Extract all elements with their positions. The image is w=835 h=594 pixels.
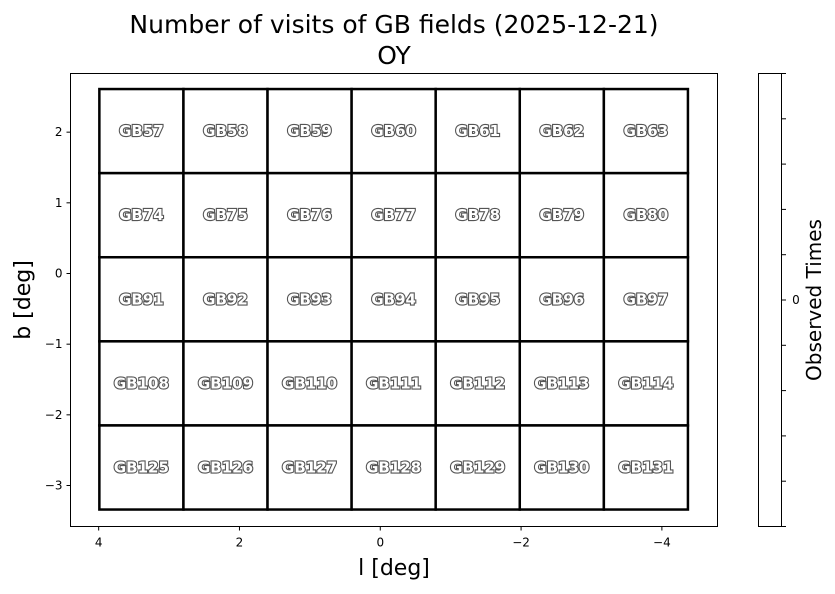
colorbar-tick-label: 0 [792,293,800,307]
plot-frame [70,73,718,527]
field-label: GB75 [203,206,248,224]
field-label: GB95 [455,290,500,308]
field-label: GB114 [618,374,673,392]
field-label: GB125 [114,458,169,476]
field-label: GB62 [539,122,584,140]
field-cell [98,340,185,427]
colorbar-label: Observed Times [802,219,826,381]
field-label: GB92 [203,290,248,308]
field-label: GB74 [119,206,164,224]
colorbar-ticks [781,73,786,527]
field-label: GB128 [366,458,421,476]
chart-title: Number of visits of GB fields (2025-12-2… [129,10,658,39]
field-cell [518,340,606,427]
field-label: GB60 [371,122,416,140]
field-label: GB94 [371,290,416,308]
field-label: GB93 [287,290,332,308]
y-tick-label: −2 [45,408,63,422]
field-cell [182,340,269,427]
field-label: GB131 [618,458,673,476]
field-cell [182,255,269,343]
field-label: GB96 [539,290,584,308]
field-label: GB76 [287,206,332,224]
y-tick-label: 0 [55,266,63,280]
field-label: GB61 [455,122,500,140]
field-label: GB129 [450,458,505,476]
field-label: GB130 [534,458,589,476]
x-tick-label: −4 [653,536,671,550]
field-label: GB77 [371,206,416,224]
field-label: GB57 [119,122,164,140]
field-cell [518,255,606,343]
x-axis: 4 2 0 −2 −4 [95,526,671,550]
field-label: GB127 [282,458,337,476]
field-label: GB113 [534,374,589,392]
field-cell [98,171,185,259]
field-grid: GB57 GB58 GB59 GB60 GB61 GB62 GB63 GB74 GB75 GB76… [98,87,690,511]
field-label: GB111 [366,374,421,392]
y-tick-label: 1 [55,196,63,210]
field-cell [266,424,353,511]
field-cell [518,87,606,175]
y-axis: 2 1 0 −1 −2 −3 [45,125,71,493]
x-tick-label: −2 [512,536,530,550]
y-axis-label: b [deg] [11,260,36,340]
y-tick-label: −3 [45,479,63,493]
field-cell [98,255,185,343]
field-label: GB126 [198,458,253,476]
x-tick-label: 2 [236,536,244,550]
field-cell [98,424,185,511]
field-label: GB80 [624,206,669,224]
field-label: GB58 [203,122,248,140]
field-cell [602,171,690,259]
field-label: GB109 [198,374,253,392]
field-cell [434,171,522,259]
field-cell [266,255,353,343]
field-cell [350,87,437,175]
field-label: GB79 [539,206,584,224]
field-cell [602,424,690,511]
field-cell [350,171,437,259]
field-label: GB110 [282,374,337,392]
field-cell [602,87,690,175]
y-tick-label: 2 [55,125,63,139]
field-label: GB59 [287,122,332,140]
field-label: GB63 [624,122,669,140]
field-cell [182,171,269,259]
field-label: GB91 [119,290,164,308]
field-cell [434,340,522,427]
colorbar [758,73,782,527]
field-label: GB112 [450,374,505,392]
field-label: GB78 [455,206,500,224]
x-tick-label: 0 [376,536,384,550]
field-cell [182,424,269,511]
x-tick-label: 4 [95,536,103,550]
y-tick-label: −1 [45,337,63,351]
x-axis-label: l [deg] [358,556,430,581]
chart-subtitle: OY [377,41,411,70]
field-label: GB97 [624,290,669,308]
field-label: GB108 [114,374,169,392]
field-cell [350,424,437,511]
